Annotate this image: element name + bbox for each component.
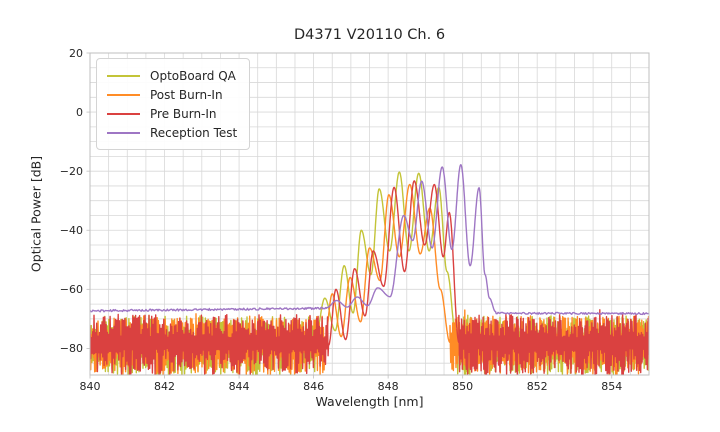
axes-spines xyxy=(89,52,650,376)
tick-labels: 840 842 844 846 848 850 852 854 20 0 −20 −40 −60 −80 xyxy=(60,47,622,393)
chart-title: D4371 V20110 Ch. 6 xyxy=(293,27,446,43)
y-tick-label: −40 xyxy=(60,224,83,237)
legend-label: Post Burn-In xyxy=(150,87,223,102)
x-axis-label: Wavelength [nm] xyxy=(315,394,424,409)
x-tick-label: 844 xyxy=(229,380,250,393)
y-tick-label: −80 xyxy=(60,342,83,355)
y-tick-label: 20 xyxy=(69,47,83,60)
y-axis-label: Optical Power [dB] xyxy=(28,155,44,273)
legend-item-optoboard-qa: OptoBoard QA xyxy=(107,66,237,85)
legend-item-post-burn-in: Post Burn-In xyxy=(107,85,237,104)
y-tick-label: −20 xyxy=(60,165,83,178)
legend-label: OptoBoard QA xyxy=(150,68,236,83)
legend-line-swatch xyxy=(107,131,140,134)
legend-label: Pre Burn-In xyxy=(150,106,217,121)
legend-label: Reception Test xyxy=(150,125,238,140)
y-tick-label: 0 xyxy=(76,106,83,119)
x-tick-label: 840 xyxy=(80,380,101,393)
legend-line-swatch xyxy=(107,74,140,77)
series-line-pre-burn-in xyxy=(90,180,649,375)
legend: OptoBoard QA Post Burn-In Pre Burn-In Recep… xyxy=(96,58,251,150)
x-tick-label: 846 xyxy=(303,380,324,393)
y-tick-label: −60 xyxy=(60,283,83,296)
legend-line-swatch xyxy=(107,93,140,96)
series-group xyxy=(90,163,649,375)
x-tick-label: 854 xyxy=(601,380,622,393)
x-tick-label: 842 xyxy=(154,380,175,393)
legend-item-pre-burn-in: Pre Burn-In xyxy=(107,104,237,123)
legend-line-swatch xyxy=(107,112,140,115)
x-tick-label: 848 xyxy=(378,380,399,393)
x-tick-label: 852 xyxy=(527,380,548,393)
series-line-reception-test xyxy=(90,163,649,316)
x-tick-label: 850 xyxy=(452,380,473,393)
legend-item-reception-test: Reception Test xyxy=(107,123,237,142)
